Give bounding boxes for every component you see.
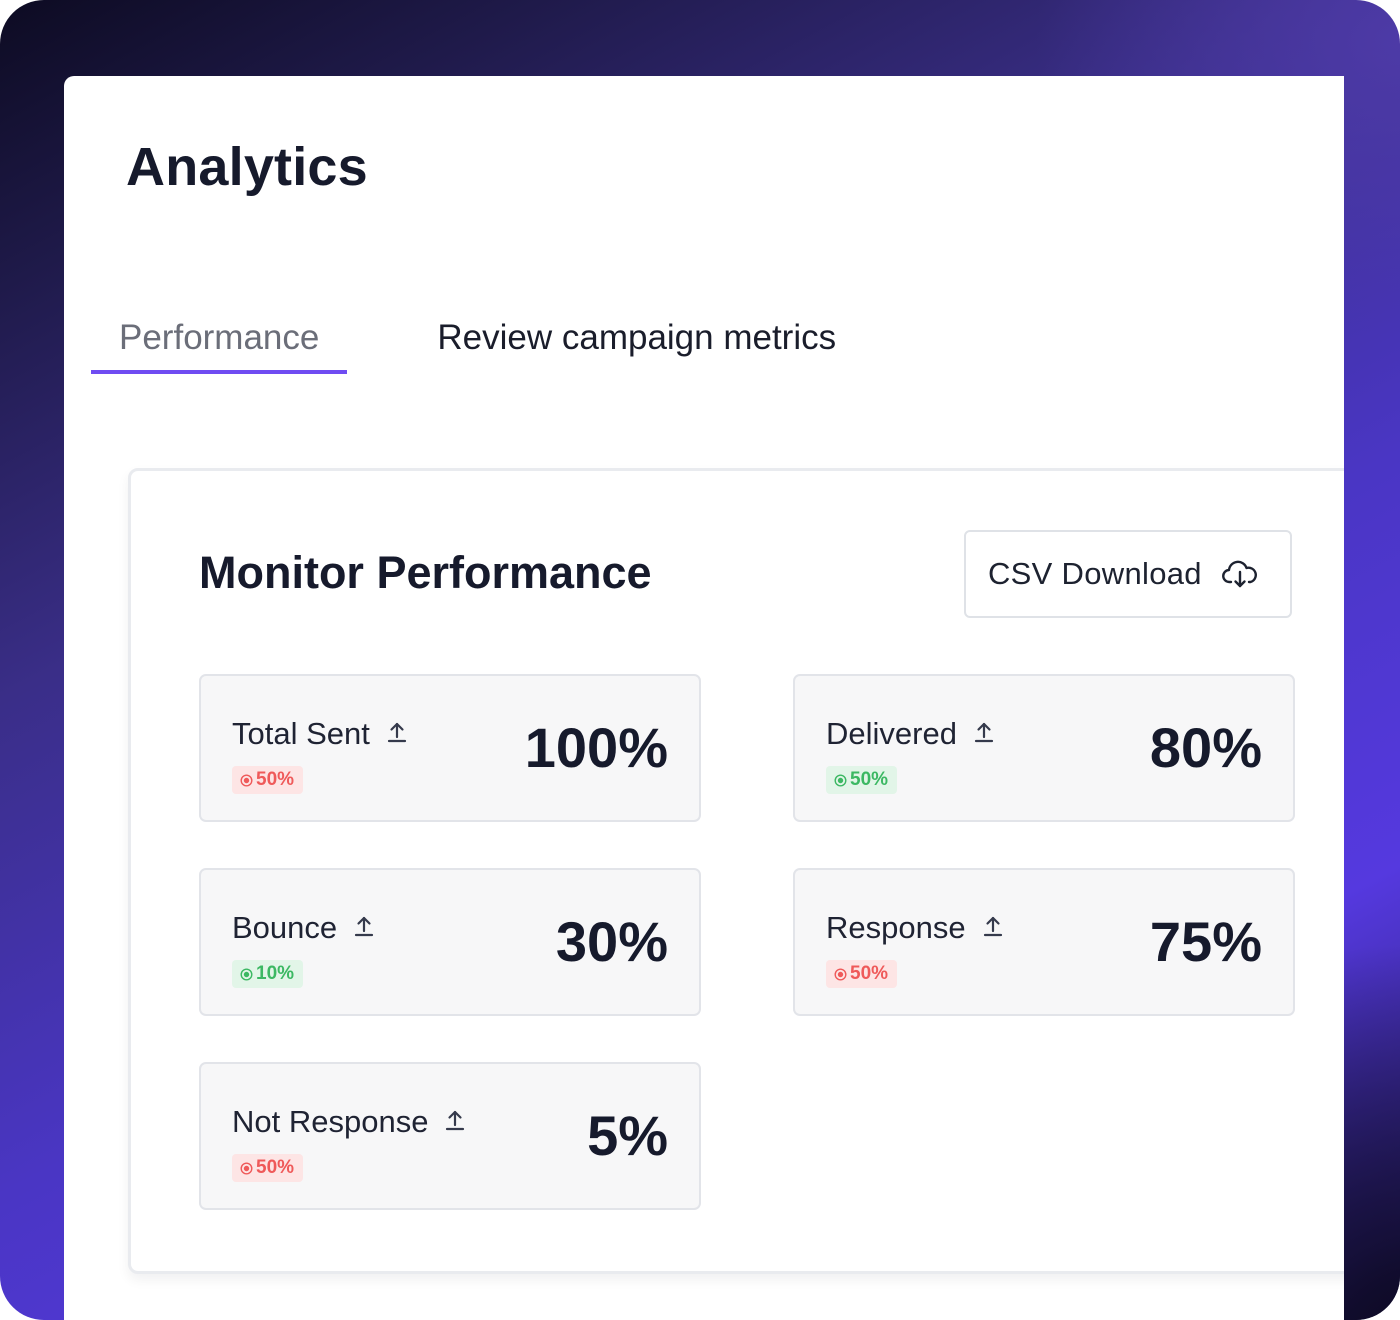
metric-label: Total Sent [232, 716, 370, 751]
change-badge: 10% [232, 960, 304, 988]
metric-value: 75% [1149, 910, 1262, 973]
trend-dot-icon [240, 967, 253, 981]
trend-dot-icon [834, 967, 847, 981]
change-value: 50% [256, 769, 295, 790]
change-value: 10% [256, 963, 295, 984]
metric-bounce: Bounce 10% 30% [199, 868, 701, 1016]
metric-label: Bounce [232, 910, 338, 945]
tab-review-campaign-metrics[interactable]: Review campaign metrics [437, 318, 837, 357]
upload-icon[interactable] [982, 914, 1004, 938]
tab-bar: Performance Review campaign metrics [91, 312, 864, 374]
change-badge: 50% [826, 766, 898, 794]
upload-icon[interactable] [386, 720, 408, 744]
csv-download-label: CSV Download [988, 556, 1202, 591]
change-badge: 50% [232, 1154, 304, 1182]
upload-icon[interactable] [444, 1108, 466, 1132]
change-value: 50% [256, 1157, 295, 1178]
metric-response: Response 50% 75% [793, 868, 1295, 1016]
metric-not-response: Not Response 50% 5% [199, 1062, 701, 1210]
metric-label: Not Response [232, 1104, 429, 1139]
tab-performance[interactable]: Performance [91, 312, 348, 374]
metric-label: Response [826, 910, 966, 945]
metric-value: 100% [524, 716, 668, 779]
change-value: 50% [850, 769, 889, 790]
trend-dot-icon [834, 773, 847, 787]
upload-icon[interactable] [353, 914, 375, 938]
trend-dot-icon [240, 773, 253, 787]
analytics-panel: Analytics Performance Review campaign me… [64, 76, 1344, 1320]
cloud-download-icon [1221, 559, 1258, 589]
metric-label: Delivered [826, 716, 957, 751]
change-value: 50% [850, 963, 889, 984]
metric-total-sent: Total Sent 50% 100% [199, 674, 701, 822]
page-title: Analytics [126, 137, 368, 197]
csv-download-button[interactable]: CSV Download [964, 530, 1292, 618]
change-badge: 50% [826, 960, 898, 988]
monitor-performance-card: Monitor Performance CSV Download Total S… [128, 468, 1344, 1274]
trend-dot-icon [240, 1161, 253, 1175]
upload-icon[interactable] [973, 720, 995, 744]
metric-value: 5% [587, 1104, 668, 1167]
metric-delivered: Delivered 50% 80% [793, 674, 1295, 822]
metric-value: 80% [1149, 716, 1262, 779]
metric-value: 30% [555, 910, 668, 973]
change-badge: 50% [232, 766, 304, 794]
monitor-performance-title: Monitor Performance [199, 547, 652, 598]
